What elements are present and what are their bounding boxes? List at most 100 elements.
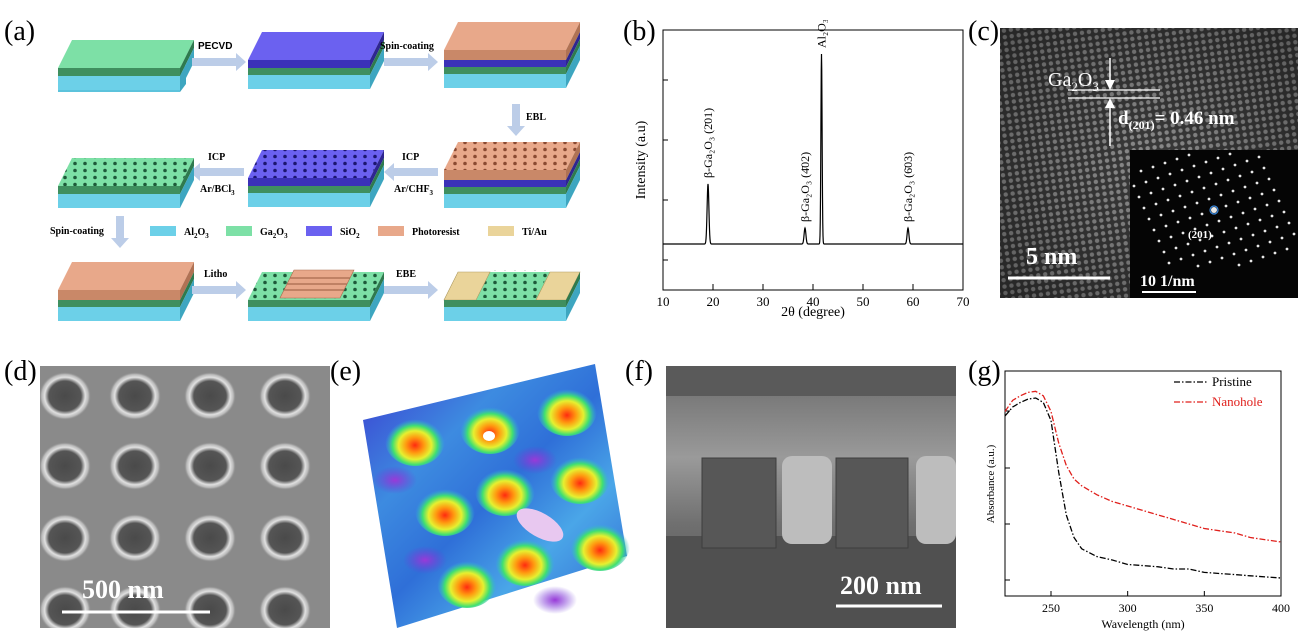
afm-bump: [460, 402, 520, 454]
abs-xtick-label: 300: [1119, 601, 1137, 615]
afm-depression: [373, 466, 417, 494]
saed-spot: [1174, 246, 1178, 250]
legend-label-pristine: Pristine: [1212, 374, 1252, 389]
saed-spot: [1176, 220, 1180, 224]
saed-spot: [1292, 232, 1296, 236]
stack-8: [248, 269, 384, 321]
step-label-icp-2: ICP: [402, 152, 419, 163]
arrow-spin-coating-1: Spin-coating: [380, 41, 438, 71]
saed-plane-label: (201): [1188, 229, 1212, 241]
tem-scale-label: 5 nm: [1026, 244, 1077, 270]
saed-spot: [1183, 205, 1187, 209]
abs-plot-frame: [1004, 370, 1282, 597]
xrd-xlabel: 2θ (degree): [781, 305, 845, 320]
saed-spot: [1272, 188, 1276, 192]
abs-xtick-label: 350: [1195, 601, 1213, 615]
legend-label-photoresist: Photoresist: [412, 227, 460, 238]
abs-ylabel: Absorbance (a.u.): [985, 444, 997, 523]
panel-label-f: (f): [625, 356, 653, 387]
saed-spot: [1246, 222, 1250, 226]
saed-spot: [1229, 215, 1233, 219]
saed-spot: [1200, 212, 1204, 216]
saed-spot: [1181, 231, 1185, 235]
xrd-peak-label: β-Ga₂O₃ (4̄02): [798, 152, 812, 222]
saed-spot: [1219, 193, 1223, 197]
stack-4: [444, 142, 580, 208]
arrow-litho: Litho: [192, 269, 246, 299]
saed-spot: [1256, 244, 1260, 248]
saed-spot: [1166, 198, 1170, 202]
lattice-spacing-marker: [1068, 58, 1160, 146]
gas-label-bcl3: Ar/BCl3: [200, 184, 235, 197]
stack-3: [444, 22, 580, 88]
tem-ga2o3-label: Ga2O3: [1048, 69, 1099, 94]
stack-5: [248, 150, 384, 207]
tem-d-spacing: d(201)= 0.46 nm: [1118, 108, 1235, 132]
saed-spot: [1169, 235, 1173, 239]
saed-scale-label: 10 1/nm: [1140, 273, 1195, 290]
xrd-chart: 10 20 30 40 50 60 70 β-Ga₂O₃ (2̄01) β-Ga₂O₃ (4̄…: [634, 20, 970, 320]
nanohole: [40, 372, 91, 420]
nanohole: [259, 442, 311, 490]
saed-spot: [1258, 218, 1262, 222]
saed-spot: [1233, 163, 1237, 167]
saed-spot: [1171, 209, 1175, 213]
saed-spot: [1257, 155, 1261, 159]
saed-spot: [1265, 203, 1269, 207]
xrd-peak-label: β-Ga₂O₃ (6̄03): [901, 152, 915, 222]
saed-spot: [1192, 164, 1196, 168]
panel-label-c: (c): [968, 16, 1000, 47]
afm-bump: [550, 452, 610, 504]
saed-spot: [1261, 255, 1265, 259]
nanohole: [40, 586, 91, 628]
saed-spot: [1227, 241, 1231, 245]
xrd-xtick-label: 70: [957, 294, 970, 309]
afm-bump: [385, 414, 445, 466]
process-flow-diagram: PECVD Spin-coating EBL: [50, 22, 581, 321]
saed-spot: [1267, 177, 1271, 181]
sem-f-scale-label: 200 nm: [840, 571, 922, 600]
step-label-pecvd: PECVD: [198, 41, 232, 52]
nanohole: [184, 372, 236, 420]
saed-spot: [1208, 260, 1212, 264]
nanohole: [40, 514, 91, 562]
saed-spot: [1144, 180, 1148, 184]
nanohole: [109, 586, 161, 628]
saed-spot: [1205, 223, 1209, 227]
nanohole: [184, 586, 236, 628]
arrow-icp-bcl3: ICP Ar/BCl3: [190, 152, 244, 197]
saed-spot: [1215, 245, 1219, 249]
saed-spot: [1263, 229, 1267, 233]
xrd-curve: [663, 53, 963, 245]
saed-spot: [1188, 216, 1192, 220]
ga2o3-pillar-1: [701, 457, 777, 549]
legend-swatch-photoresist: [378, 226, 404, 236]
abs-xtick-label: 400: [1272, 601, 1290, 615]
saed-spot: [1239, 237, 1243, 241]
saed-spot: [1159, 213, 1163, 217]
legend-swatch-sio2: [306, 226, 332, 236]
step-label-ebl: EBL: [526, 112, 546, 123]
legend-label-al2o3: Al2O3: [184, 227, 209, 240]
stack-1: [58, 40, 194, 92]
afm-peak-highlight: [483, 431, 495, 441]
nanohole: [184, 514, 236, 562]
legend-label-nanohole: Nanohole: [1212, 394, 1263, 409]
xrd-xtick-label: 40: [807, 294, 820, 309]
legend-swatch-al2o3: [150, 226, 176, 236]
saed-spot: [1217, 219, 1221, 223]
saed-spot: [1157, 239, 1161, 243]
panel-label-d: (d): [4, 356, 37, 387]
afm-ridge: [516, 508, 564, 542]
saed-spot: [1161, 187, 1165, 191]
saed-spot: [1262, 166, 1266, 170]
stack-6: [58, 158, 194, 208]
saed-spot: [1137, 195, 1141, 199]
arrow-spin-coating-2: Spin-coating: [50, 216, 129, 248]
absorbance-chart: 250 300 350 400 Pristine Nanohole Wavelengt…: [985, 370, 1290, 631]
saed-spot: [1236, 200, 1240, 204]
legend-swatch-ga2o3: [226, 226, 252, 236]
afm-depression: [513, 446, 557, 474]
hole-fill-2: [916, 456, 956, 544]
nanohole: [40, 442, 91, 490]
